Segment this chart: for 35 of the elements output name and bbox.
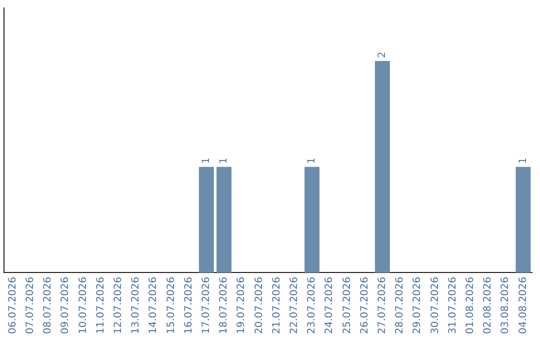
x-tick-label: 07.07.2026 xyxy=(24,276,36,334)
x-tick-label: 08.07.2026 xyxy=(42,276,54,334)
x-tick-label: 31.07.2026 xyxy=(447,276,458,334)
x-tick-label: 30.07.2026 xyxy=(430,276,441,334)
data-label: 1 xyxy=(218,157,230,164)
x-tick-label: 14.07.2026 xyxy=(148,276,160,334)
x-tick-label: 25.07.2026 xyxy=(342,276,353,334)
data-label: 1 xyxy=(306,157,318,164)
x-tick-label: 21.07.2026 xyxy=(271,276,282,334)
x-tick-label: 09.07.2026 xyxy=(60,276,72,334)
x-tick-label: 11.07.2026 xyxy=(95,276,106,334)
x-tick-label: 17.07.2026 xyxy=(200,276,212,334)
x-tick-label: 28.07.2026 xyxy=(394,276,406,334)
x-tick-label: 24.07.2026 xyxy=(324,276,336,334)
data-label: 1 xyxy=(200,157,212,164)
data-label: 2 xyxy=(376,52,388,58)
x-tick-label: 29.07.2026 xyxy=(412,276,424,334)
x-tick-label: 15.07.2026 xyxy=(166,276,177,334)
x-tick-label: 26.07.2026 xyxy=(359,276,370,334)
x-tick-label: 06.07.2026 xyxy=(7,276,18,334)
x-tick-label: 27.07.2026 xyxy=(376,276,388,334)
x-tick-label: 20.07.2026 xyxy=(254,276,265,334)
x-tick-label: 18.07.2026 xyxy=(218,276,230,334)
x-tick-label: 10.07.2026 xyxy=(78,276,89,334)
x-tick-label: 16.07.2026 xyxy=(183,276,194,334)
data-label: 1 xyxy=(518,157,529,164)
x-tick-label: 13.07.2026 xyxy=(130,276,142,334)
x-tick-label: 22.07.2026 xyxy=(288,276,300,334)
x-tick-label: 19.07.2026 xyxy=(236,276,248,334)
x-tick-label: 02.08.2026 xyxy=(482,276,494,334)
x-tick-label: 12.07.2026 xyxy=(112,276,124,334)
x-tick-label: 01.08.2026 xyxy=(464,276,476,334)
x-tick-label: 04.08.2026 xyxy=(518,276,529,334)
x-tick-label: 03.08.2026 xyxy=(500,276,512,334)
x-tick-label: 23.07.2026 xyxy=(306,276,318,334)
